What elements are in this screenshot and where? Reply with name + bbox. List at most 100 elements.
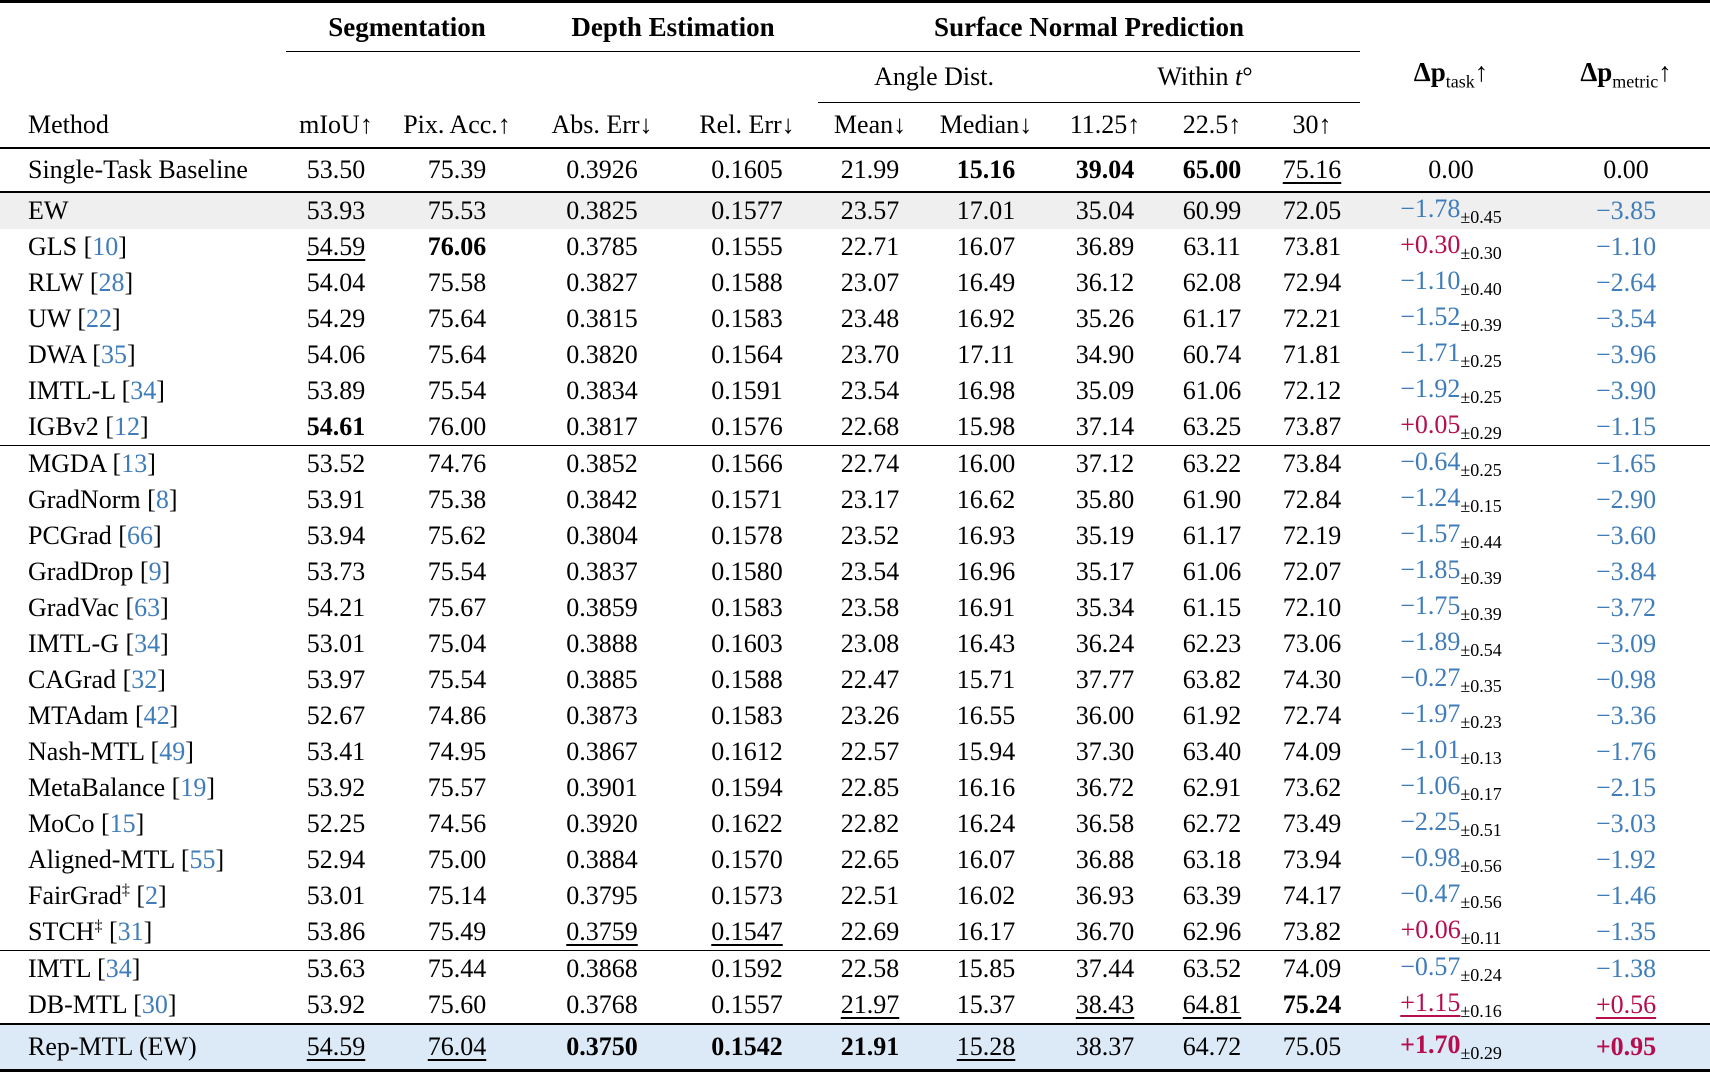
delta-p-metric-cell: 0.00 [1542, 148, 1710, 193]
metric-cell: 0.1557 [711, 990, 783, 1019]
citation: [8] [147, 485, 178, 514]
method-name: IMTL-L [28, 376, 116, 405]
citation-ref[interactable]: 34 [134, 629, 161, 658]
metric-cell: 53.92 [306, 773, 366, 802]
metric-cell: 35.26 [1075, 304, 1135, 333]
metric-cell: 72.19 [1282, 521, 1342, 550]
method-cell: Nash-MTL [49] [0, 734, 286, 770]
citation-ref[interactable]: 2 [145, 881, 159, 910]
metric-cell: 16.62 [956, 485, 1016, 514]
double-dagger-mark: ‡ [121, 881, 130, 899]
table-row: Aligned-MTL [55] 52.94 75.00 0.3884 0.1570 22… [0, 842, 1710, 878]
metric-cell: 15.37 [956, 990, 1016, 1019]
std-dev-subscript: ±0.29 [1460, 1043, 1502, 1063]
metric-cell: 23.54 [840, 376, 900, 405]
table-row: Single-Task Baseline 53.50 75.39 0.3926 0.16… [0, 148, 1710, 193]
method-cell: GradDrop [9] [0, 554, 286, 590]
col-22-5: 22.5↑ [1160, 102, 1265, 149]
metric-cell: 63.18 [1182, 845, 1242, 874]
metric-cell: 53.97 [306, 665, 366, 694]
delta-p-metric-cell: −1.76 [1595, 737, 1657, 766]
std-dev-subscript: ±0.30 [1460, 243, 1502, 263]
metric-cell: 0.1583 [711, 304, 783, 333]
citation-ref[interactable]: 15 [109, 809, 136, 838]
citation-ref[interactable]: 10 [92, 232, 119, 261]
metric-cell: 75.49 [427, 917, 487, 946]
table-row: DB-MTL [30] 53.92 75.60 0.3768 0.1557 21.97 15… [0, 987, 1710, 1024]
metric-cell: 23.54 [840, 557, 900, 586]
metric-cell: 60.74 [1182, 340, 1242, 369]
method-cell: FairGrad‡ [2] [0, 878, 286, 914]
metric-cell: 75.16 [1264, 148, 1361, 193]
method-cell: MoCo [15] [0, 806, 286, 842]
citation-ref[interactable]: 66 [126, 521, 153, 550]
citation-ref[interactable]: 22 [86, 304, 113, 333]
metric-cell: 54.59 [306, 232, 366, 261]
metric-cell: 0.1566 [676, 445, 819, 482]
citation-ref[interactable]: 28 [98, 268, 125, 297]
metric-cell: 75.39 [386, 148, 528, 193]
metric-cell: 22.82 [840, 809, 900, 838]
std-dev-subscript: ±0.56 [1460, 856, 1502, 876]
citation-ref[interactable]: 32 [131, 665, 158, 694]
metric-cell: 22.51 [840, 881, 900, 910]
method-cell: Single-Task Baseline [0, 148, 286, 193]
table-row: STCH‡ [31] 53.86 75.49 0.3759 0.1547 22.69 16.… [0, 914, 1710, 951]
metric-cell: 53.01 [306, 881, 366, 910]
metric-cell: 64.72 [1160, 1023, 1265, 1071]
metric-cell: 61.06 [1182, 376, 1242, 405]
citation-ref[interactable]: 8 [155, 485, 169, 514]
metric-cell: 75.54 [427, 376, 487, 405]
table-row: GradNorm [8] 53.91 75.38 0.3842 0.1571 23.17 1… [0, 482, 1710, 518]
metric-cell: 75.62 [427, 521, 487, 550]
citation-ref[interactable]: 35 [100, 340, 127, 369]
delta-p-task-cell: −1.52±0.39 [1400, 302, 1502, 335]
citation-ref[interactable]: 55 [189, 845, 216, 874]
metric-cell: 63.22 [1160, 445, 1265, 482]
citation-ref[interactable]: 31 [117, 917, 144, 946]
citation-ref[interactable]: 42 [143, 701, 170, 730]
citation-ref[interactable]: 13 [121, 449, 148, 478]
metric-cell: 0.1573 [711, 881, 783, 910]
method-name: MoCo [28, 809, 95, 838]
group-depth-estimation: Depth Estimation [528, 1, 819, 52]
citation-ref[interactable]: 34 [130, 376, 157, 405]
metric-cell: 73.06 [1282, 629, 1342, 658]
method-name: MTAdam [28, 701, 129, 730]
method-cell: STCH‡ [31] [0, 914, 286, 951]
method-name: DB-MTL [28, 990, 127, 1019]
metric-cell: 60.99 [1182, 196, 1242, 225]
metric-cell: 73.81 [1282, 232, 1342, 261]
metric-cell: 35.19 [1075, 521, 1135, 550]
citation-ref[interactable]: 19 [180, 773, 207, 802]
metric-cell: 52.67 [306, 701, 366, 730]
citation-ref[interactable]: 12 [113, 412, 140, 441]
metric-cell: 0.3842 [566, 485, 638, 514]
table-row: IGBv2 [12] 54.61 76.00 0.3817 0.1576 22.68 15.… [0, 409, 1710, 446]
method-cell: MGDA [13] [0, 445, 286, 482]
metric-cell: 15.16 [922, 148, 1051, 193]
metric-cell: 0.3750 [528, 1023, 676, 1071]
metric-cell: 15.85 [922, 950, 1051, 987]
metric-cell: 62.08 [1182, 268, 1242, 297]
col-pix-acc: Pix. Acc.↑ [386, 102, 528, 149]
citation-ref[interactable]: 9 [148, 557, 162, 586]
method-name: Single-Task Baseline [28, 155, 248, 184]
delta-p-metric-cell: −1.65 [1542, 445, 1710, 482]
citation-ref[interactable]: 34 [105, 954, 132, 983]
metric-cell: 36.24 [1075, 629, 1135, 658]
method-header-spacer [0, 2, 286, 52]
metric-cell: 0.3926 [528, 148, 676, 193]
metric-cell: 37.14 [1075, 412, 1135, 441]
metric-cell: 62.72 [1182, 809, 1242, 838]
citation-ref[interactable]: 49 [159, 737, 186, 766]
metric-cell: 0.3868 [528, 950, 676, 987]
metric-cell: 76.00 [427, 412, 487, 441]
metric-cell: 23.58 [840, 593, 900, 622]
metric-cell: 54.04 [306, 268, 366, 297]
metric-cell: 0.3873 [566, 701, 638, 730]
citation-ref[interactable]: 63 [134, 593, 161, 622]
citation-ref[interactable]: 30 [141, 990, 168, 1019]
table-row: GLS [10] 54.59 76.06 0.3785 0.1555 22.71 16.07… [0, 229, 1710, 265]
